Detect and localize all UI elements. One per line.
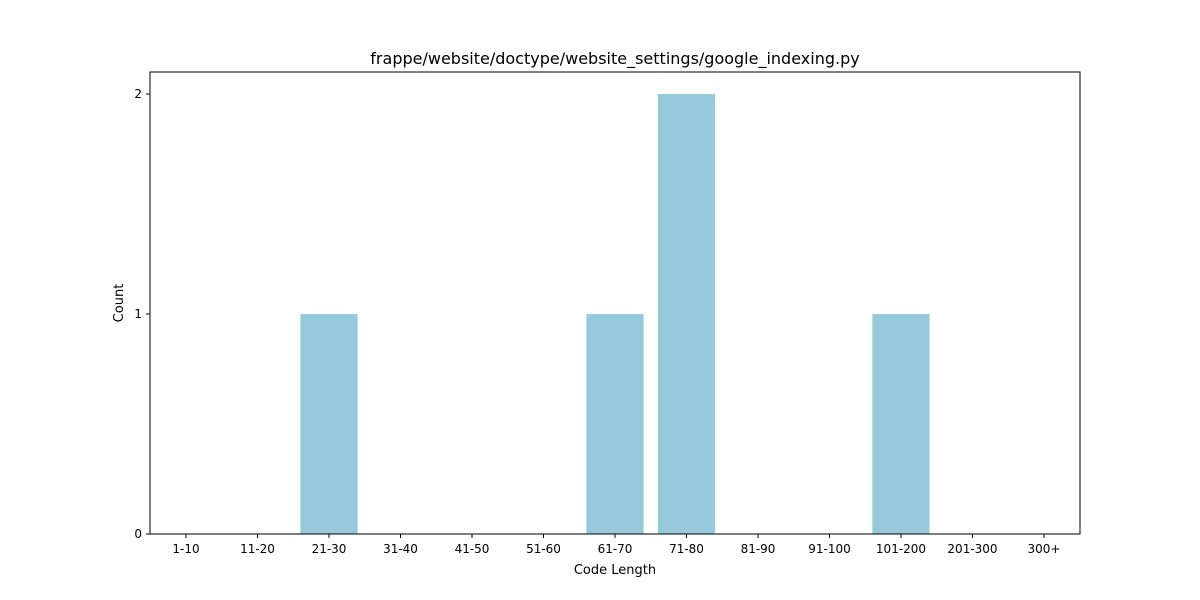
x-axis-ticks: 1-10 11-20 21-30 31-40 41-50 51-60 61-70 71-80 8… <box>172 534 1060 556</box>
x-tick-label: 81-90 <box>741 542 776 556</box>
x-tick-label: 201-300 <box>947 542 997 556</box>
plot-frame <box>149 71 1081 535</box>
y-tick-label: 1 <box>134 307 142 321</box>
bar-21-30 <box>300 314 358 534</box>
y-axis-ticks: 0 1 2 <box>134 87 150 541</box>
x-tick-label: 91-100 <box>808 542 851 556</box>
bar-71-80 <box>657 94 716 534</box>
x-tick-label: 41-50 <box>455 542 490 556</box>
x-axis-label: Code Length <box>574 563 656 578</box>
x-tick-label: 61-70 <box>598 542 633 556</box>
x-tick-label: 1-10 <box>172 542 199 556</box>
chart-title: frappe/website/doctype/website_settings/… <box>370 49 859 69</box>
x-tick-label: 11-20 <box>240 542 275 556</box>
y-tick-label: 0 <box>134 527 142 541</box>
y-tick-label: 2 <box>134 87 142 101</box>
bar-61-70 <box>586 314 644 534</box>
x-tick-label: 300+ <box>1028 542 1061 556</box>
x-tick-label: 51-60 <box>526 542 561 556</box>
x-tick-label: 31-40 <box>383 542 418 556</box>
bar-101-200 <box>872 314 930 534</box>
bars-group <box>300 94 930 534</box>
x-tick-label: 101-200 <box>876 542 926 556</box>
y-axis-label: Count <box>112 284 127 323</box>
x-tick-label: 21-30 <box>312 542 347 556</box>
x-tick-label: 71-80 <box>669 542 704 556</box>
